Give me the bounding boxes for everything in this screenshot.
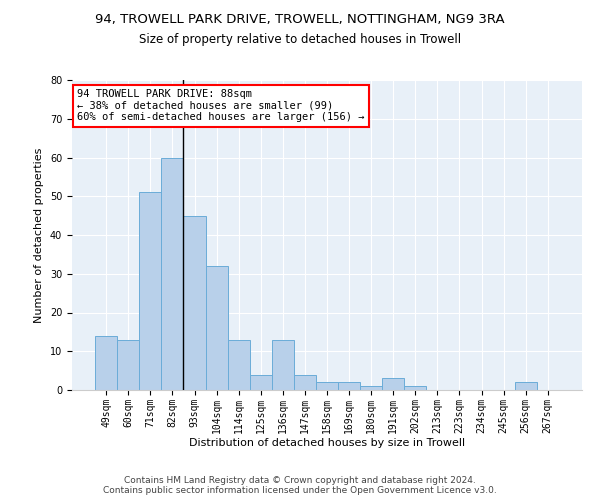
Bar xyxy=(272,340,294,390)
Bar xyxy=(338,382,360,390)
Bar xyxy=(161,158,184,390)
Bar xyxy=(382,378,404,390)
Bar xyxy=(294,374,316,390)
Text: 94, TROWELL PARK DRIVE, TROWELL, NOTTINGHAM, NG9 3RA: 94, TROWELL PARK DRIVE, TROWELL, NOTTING… xyxy=(95,12,505,26)
Bar xyxy=(184,216,206,390)
Y-axis label: Number of detached properties: Number of detached properties xyxy=(34,148,44,322)
Bar xyxy=(515,382,537,390)
Text: Contains HM Land Registry data © Crown copyright and database right 2024.
Contai: Contains HM Land Registry data © Crown c… xyxy=(103,476,497,495)
Bar xyxy=(139,192,161,390)
Bar xyxy=(250,374,272,390)
X-axis label: Distribution of detached houses by size in Trowell: Distribution of detached houses by size … xyxy=(189,438,465,448)
Bar xyxy=(117,340,139,390)
Bar xyxy=(404,386,427,390)
Bar xyxy=(206,266,227,390)
Bar xyxy=(227,340,250,390)
Text: 94 TROWELL PARK DRIVE: 88sqm
← 38% of detached houses are smaller (99)
60% of se: 94 TROWELL PARK DRIVE: 88sqm ← 38% of de… xyxy=(77,90,365,122)
Bar xyxy=(316,382,338,390)
Bar xyxy=(360,386,382,390)
Text: Size of property relative to detached houses in Trowell: Size of property relative to detached ho… xyxy=(139,32,461,46)
Bar xyxy=(95,336,117,390)
